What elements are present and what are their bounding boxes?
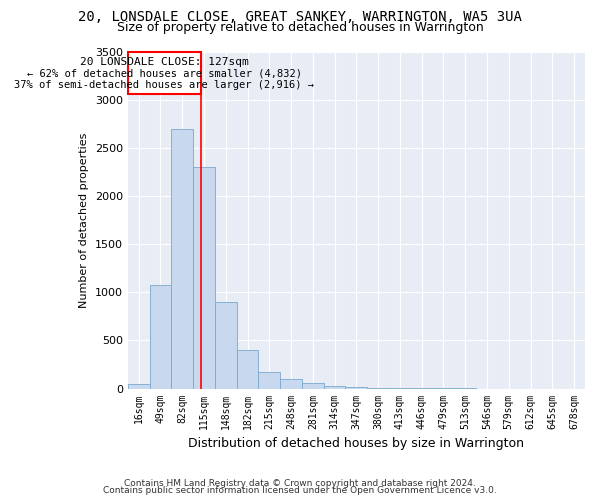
Text: Contains HM Land Registry data © Crown copyright and database right 2024.: Contains HM Land Registry data © Crown c… [124,478,476,488]
Text: 20, LONSDALE CLOSE, GREAT SANKEY, WARRINGTON, WA5 3UA: 20, LONSDALE CLOSE, GREAT SANKEY, WARRIN… [78,10,522,24]
Bar [215,302,236,388]
Bar [236,350,259,389]
Text: 37% of semi-detached houses are larger (2,916) →: 37% of semi-detached houses are larger (… [14,80,314,90]
Text: Contains public sector information licensed under the Open Government Licence v3: Contains public sector information licen… [103,486,497,495]
Bar [172,128,193,388]
Text: Size of property relative to detached houses in Warrington: Size of property relative to detached ho… [116,22,484,35]
Bar [149,284,172,389]
Bar [302,384,324,388]
Y-axis label: Number of detached properties: Number of detached properties [79,132,89,308]
Bar [280,379,302,388]
Text: ← 62% of detached houses are smaller (4,832): ← 62% of detached houses are smaller (4,… [27,69,302,79]
Bar [259,372,280,388]
Bar [128,384,149,388]
Text: 20 LONSDALE CLOSE: 127sqm: 20 LONSDALE CLOSE: 127sqm [80,56,249,66]
Bar [346,387,367,388]
Bar [324,386,346,388]
X-axis label: Distribution of detached houses by size in Warrington: Distribution of detached houses by size … [188,437,524,450]
Bar [128,52,200,94]
Bar [193,167,215,388]
